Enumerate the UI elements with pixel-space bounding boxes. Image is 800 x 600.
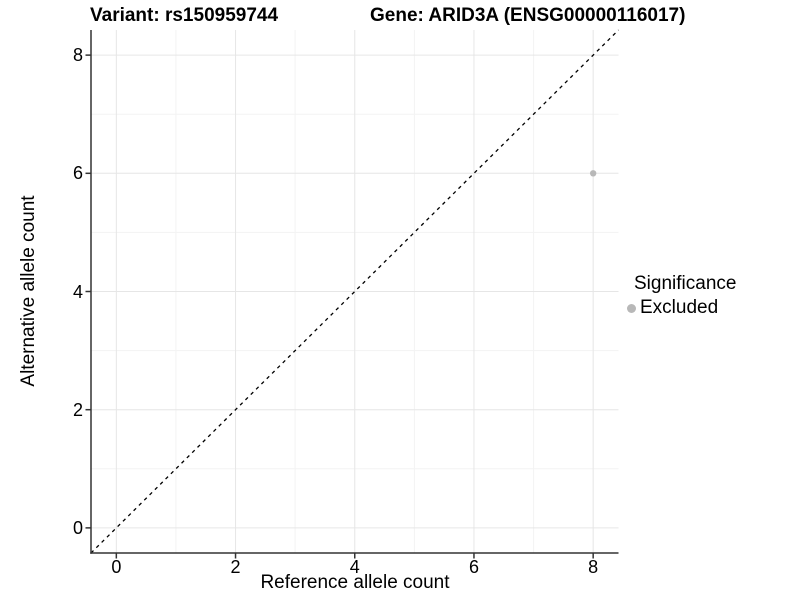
x-tick-label: 2 [230,557,241,577]
legend-title: Significance [634,273,737,294]
x-axis-title: Reference allele count [260,572,450,593]
y-tick-label: 0 [72,517,83,538]
legend-item-label: Excluded [640,297,719,318]
data-point [589,170,597,177]
y-tick-label: 8 [72,45,83,66]
legend-point-icon [627,303,636,313]
y-tick-label: 4 [72,281,83,302]
plot-title-variant: Variant: rs150959744 [90,5,279,26]
plot-title-gene: Gene: ARID3A (ENSG00000116017) [370,5,686,26]
x-tick-label: 4 [349,557,360,577]
x-tick-label: 8 [588,557,599,577]
y-tick-label: 2 [72,399,83,420]
x-tick-label: 0 [111,557,122,577]
y-tick-label: 6 [72,163,83,184]
legend: Significance Excluded [627,273,736,319]
legend-item-excluded: Excluded [627,297,736,319]
x-tick-label: 6 [468,557,479,577]
y-axis-title: Alternative allele count [18,195,39,387]
